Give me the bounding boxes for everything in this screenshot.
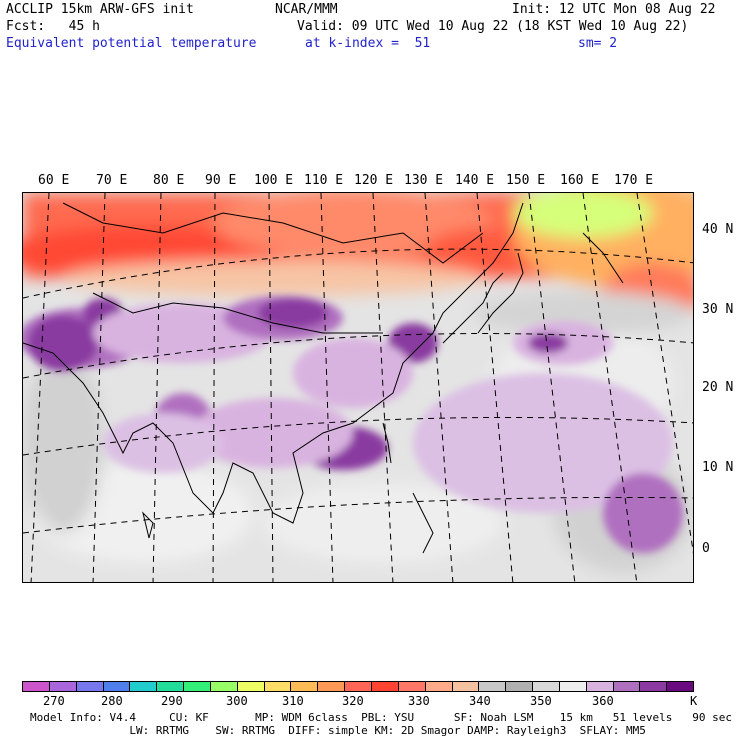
colorbar-swatch	[157, 682, 185, 691]
colorbar-label: 320	[342, 694, 364, 708]
colorbar-swatch	[237, 682, 265, 691]
colorbar-unit: K	[690, 694, 698, 708]
lon-label: 90 E	[205, 173, 237, 188]
map-panel	[22, 192, 694, 583]
colorbar-label: 350	[530, 694, 552, 708]
lon-label: 60 E	[38, 173, 70, 188]
colorbar-swatch	[130, 682, 158, 691]
level-label: at k-index = 51	[305, 36, 431, 51]
colorbar-swatch	[345, 682, 372, 691]
model-info-line1: Model Info: V4.4 CU: KF MP: WDM 6class P…	[30, 711, 732, 724]
colorbar-swatch	[613, 682, 641, 691]
colorbar-swatch	[103, 682, 131, 691]
colorbar-swatch	[452, 682, 480, 691]
lon-label: 120 E	[354, 173, 394, 188]
colorbar-swatch	[640, 682, 668, 691]
lat-label: 0	[702, 541, 710, 556]
lon-label: 130 E	[404, 173, 444, 188]
colorbar-swatch	[291, 682, 319, 691]
theta-e-field	[23, 193, 693, 582]
colorbar-swatch	[318, 682, 346, 691]
lon-label: 170 E	[614, 173, 654, 188]
colorbar-swatch	[586, 682, 614, 691]
colorbar-swatch	[398, 682, 426, 691]
model-title: ACCLIP 15km ARW-GFS init	[6, 2, 194, 17]
init-time: Init: 12 UTC Mon 08 Aug 22	[512, 2, 716, 17]
colorbar-swatch	[76, 682, 104, 691]
lat-label: 40 N	[702, 222, 734, 237]
colorbar-swatch	[184, 682, 211, 691]
colorbar-swatch	[49, 682, 77, 691]
colorbar-swatch	[559, 682, 587, 691]
lon-label: 150 E	[506, 173, 546, 188]
lon-label: 70 E	[96, 173, 128, 188]
smoothing-label: sm= 2	[578, 36, 618, 51]
colorbar-swatch	[425, 682, 453, 691]
colorbar-label: 340	[469, 694, 491, 708]
forecast-hour: Fcst: 45 h	[6, 19, 100, 34]
model-info-line2: LW: RRTMG SW: RRTMG DIFF: simple KM: 2D …	[30, 724, 646, 737]
center-label: NCAR/MMM	[275, 2, 338, 17]
colorbar-swatch	[371, 682, 399, 691]
field-name: Equivalent potential temperature	[6, 36, 257, 51]
colorbar-swatch	[210, 682, 238, 691]
colorbar-label: 300	[226, 694, 248, 708]
colorbar-swatch	[23, 682, 50, 691]
colorbar-label: 330	[408, 694, 430, 708]
lon-label: 110 E	[304, 173, 344, 188]
valid-time: Valid: 09 UTC Wed 10 Aug 22 (18 KST Wed …	[297, 19, 689, 34]
colorbar-label: 290	[161, 694, 183, 708]
colorbar-swatch	[506, 682, 534, 691]
colorbar-swatch	[667, 682, 694, 691]
lon-label: 160 E	[560, 173, 600, 188]
colorbar-swatch	[264, 682, 292, 691]
lon-label: 140 E	[455, 173, 495, 188]
colorbar-swatch	[533, 682, 560, 691]
lat-label: 30 N	[702, 302, 734, 317]
colorbar	[22, 681, 694, 692]
lat-label: 20 N	[702, 380, 734, 395]
colorbar-label: 360	[592, 694, 614, 708]
colorbar-label: 270	[43, 694, 65, 708]
colorbar-swatch	[479, 682, 507, 691]
lat-label: 10 N	[702, 460, 734, 475]
colorbar-label: 280	[101, 694, 123, 708]
colorbar-label: 310	[282, 694, 304, 708]
lon-label: 100 E	[254, 173, 294, 188]
lon-label: 80 E	[153, 173, 185, 188]
